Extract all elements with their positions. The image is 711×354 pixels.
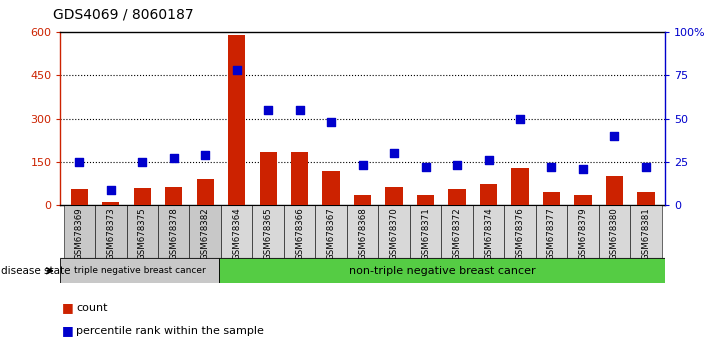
Point — [294, 107, 305, 113]
Point — [262, 107, 274, 113]
Bar — [630, 205, 662, 258]
Bar — [190, 205, 221, 258]
Bar — [378, 205, 410, 258]
Text: GSM678382: GSM678382 — [201, 207, 210, 260]
Point — [420, 164, 432, 170]
Bar — [354, 195, 371, 205]
Bar — [347, 205, 378, 258]
Bar — [102, 202, 119, 205]
Point — [74, 159, 85, 165]
Bar — [95, 205, 127, 258]
Text: GSM678371: GSM678371 — [421, 207, 430, 260]
Bar — [417, 195, 434, 205]
Point — [137, 159, 148, 165]
Bar — [637, 192, 655, 205]
Text: GSM678379: GSM678379 — [579, 207, 587, 259]
Text: GSM678370: GSM678370 — [390, 207, 399, 260]
Bar — [291, 152, 309, 205]
Bar — [473, 205, 504, 258]
Text: GSM678364: GSM678364 — [232, 207, 241, 260]
Text: GSM678380: GSM678380 — [610, 207, 619, 260]
Point — [388, 150, 400, 156]
Bar — [63, 205, 95, 258]
Text: GSM678368: GSM678368 — [358, 207, 367, 260]
Bar — [535, 205, 567, 258]
Bar — [228, 35, 245, 205]
Bar — [323, 171, 340, 205]
Bar — [60, 258, 220, 283]
Text: GDS4069 / 8060187: GDS4069 / 8060187 — [53, 7, 194, 21]
Bar — [385, 187, 402, 205]
Text: GSM678373: GSM678373 — [107, 207, 115, 260]
Bar — [567, 205, 599, 258]
Bar — [410, 205, 442, 258]
Bar — [316, 205, 347, 258]
Text: GSM678375: GSM678375 — [138, 207, 146, 260]
Text: GSM678381: GSM678381 — [641, 207, 651, 260]
Bar — [196, 179, 214, 205]
Text: ■: ■ — [62, 302, 74, 314]
Point — [640, 164, 651, 170]
Bar — [449, 189, 466, 205]
Bar — [70, 189, 88, 205]
Bar — [574, 195, 592, 205]
Bar — [252, 205, 284, 258]
Bar — [134, 188, 151, 205]
Bar — [542, 192, 560, 205]
Text: triple negative breast cancer: triple negative breast cancer — [74, 266, 205, 275]
Text: GSM678374: GSM678374 — [484, 207, 493, 260]
Text: GSM678377: GSM678377 — [547, 207, 556, 260]
Bar — [442, 205, 473, 258]
Text: GSM678366: GSM678366 — [295, 207, 304, 260]
Text: ■: ■ — [62, 325, 74, 337]
Text: GSM678378: GSM678378 — [169, 207, 178, 260]
Point — [609, 133, 620, 139]
Bar — [511, 168, 529, 205]
Text: count: count — [76, 303, 107, 313]
Bar — [221, 205, 252, 258]
Point — [546, 164, 557, 170]
Point — [357, 162, 368, 168]
Point — [200, 152, 211, 158]
Point — [483, 158, 494, 163]
Text: GSM678369: GSM678369 — [75, 207, 84, 259]
Text: disease state: disease state — [1, 266, 70, 276]
Point — [105, 187, 117, 193]
Text: percentile rank within the sample: percentile rank within the sample — [76, 326, 264, 336]
Bar — [480, 184, 497, 205]
Text: GSM678376: GSM678376 — [515, 207, 525, 260]
Bar — [606, 176, 623, 205]
Text: non-triple negative breast cancer: non-triple negative breast cancer — [349, 266, 535, 276]
Bar — [284, 205, 316, 258]
Point — [577, 166, 589, 172]
Bar — [127, 205, 158, 258]
Bar — [158, 205, 190, 258]
Text: GSM678372: GSM678372 — [452, 207, 461, 260]
Bar — [220, 258, 665, 283]
Point — [168, 156, 179, 161]
Point — [451, 162, 463, 168]
Bar — [504, 205, 535, 258]
Bar — [165, 187, 183, 205]
Bar — [599, 205, 630, 258]
Bar — [260, 152, 277, 205]
Text: GSM678367: GSM678367 — [326, 207, 336, 260]
Point — [514, 116, 525, 121]
Point — [326, 119, 337, 125]
Text: GSM678365: GSM678365 — [264, 207, 273, 260]
Point — [231, 67, 242, 73]
